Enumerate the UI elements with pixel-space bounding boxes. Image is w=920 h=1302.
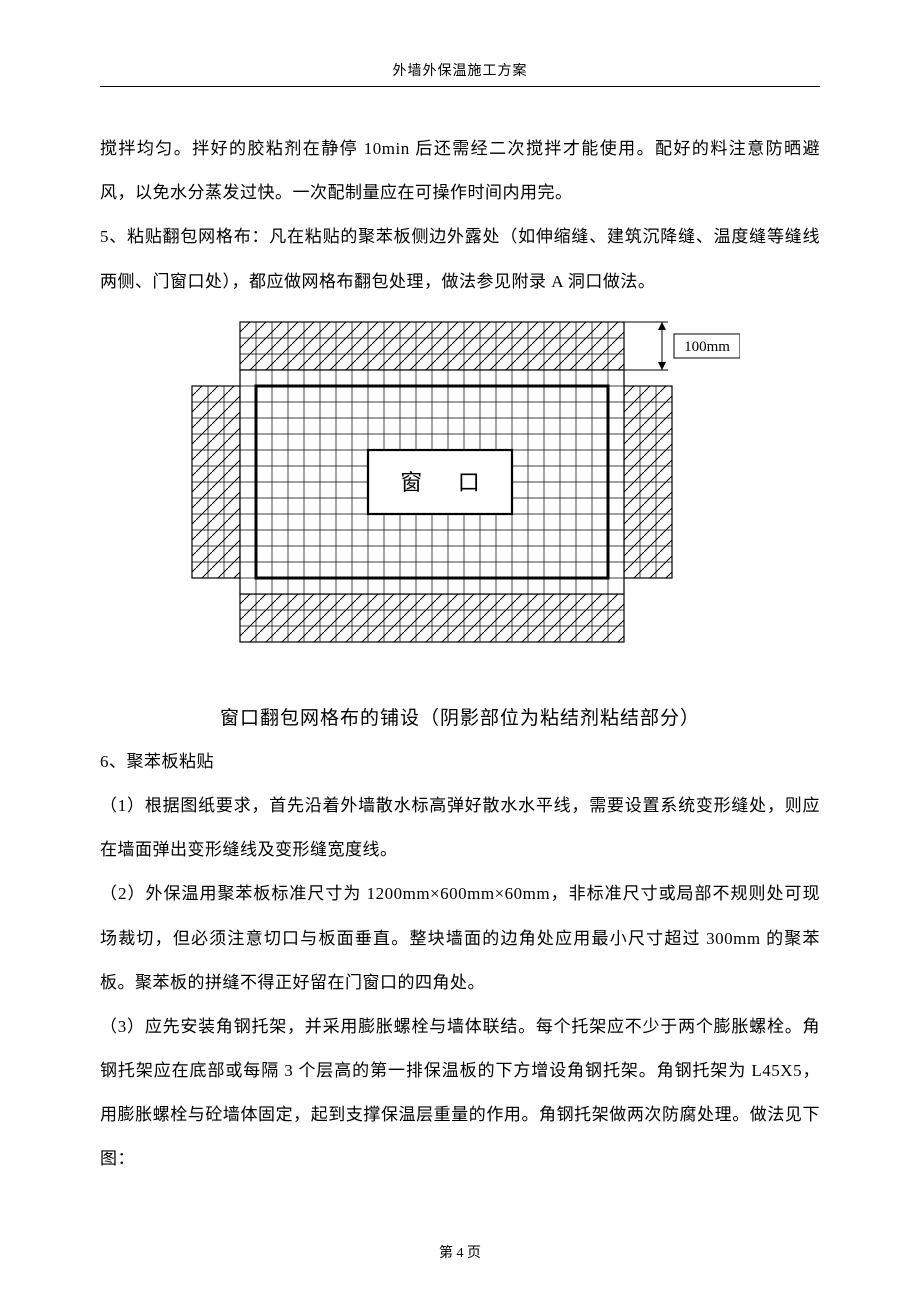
figure-window-mesh: 窗 口 100mm bbox=[100, 312, 820, 697]
paragraph-5: （2）外保温用聚苯板标准尺寸为 1200mm×600mm×60mm，非标准尺寸或… bbox=[100, 872, 820, 1005]
figure-caption: 窗口翻包网格布的铺设（阴影部位为粘结剂粘结部分） bbox=[100, 703, 820, 730]
running-header: 外墙外保温施工方案 bbox=[100, 60, 820, 86]
svg-text:口: 口 bbox=[458, 470, 480, 495]
paragraph-2: 5、粘贴翻包网格布：凡在粘贴的聚苯板侧边外露处（如伸缩缝、建筑沉降缝、温度缝等缝… bbox=[100, 215, 820, 303]
svg-text:窗: 窗 bbox=[400, 470, 422, 495]
header-rule bbox=[100, 86, 820, 87]
body-text: 搅拌均匀。拌好的胶粘剂在静停 10min 后还需经二次搅拌才能使用。配好的料注意… bbox=[100, 127, 820, 1182]
paragraph-1: 搅拌均匀。拌好的胶粘剂在静停 10min 后还需经二次搅拌才能使用。配好的料注意… bbox=[100, 127, 820, 215]
paragraph-4: （1）根据图纸要求，首先沿着外墙散水标高弹好散水水平线，需要设置系统变形缝处，则… bbox=[100, 784, 820, 872]
paragraph-6: （3）应先安装角钢托架，并采用膨胀螺栓与墙体联结。每个托架应不少于两个膨胀螺栓。… bbox=[100, 1005, 820, 1182]
page-container: 外墙外保温施工方案 搅拌均匀。拌好的胶粘剂在静停 10min 后还需经二次搅拌才… bbox=[0, 0, 920, 1222]
figure-svg: 窗 口 100mm bbox=[180, 312, 740, 692]
paragraph-3: 6、聚苯板粘贴 bbox=[100, 740, 820, 784]
page-footer: 第 4 页 bbox=[0, 1242, 920, 1262]
svg-text:100mm: 100mm bbox=[684, 339, 730, 355]
